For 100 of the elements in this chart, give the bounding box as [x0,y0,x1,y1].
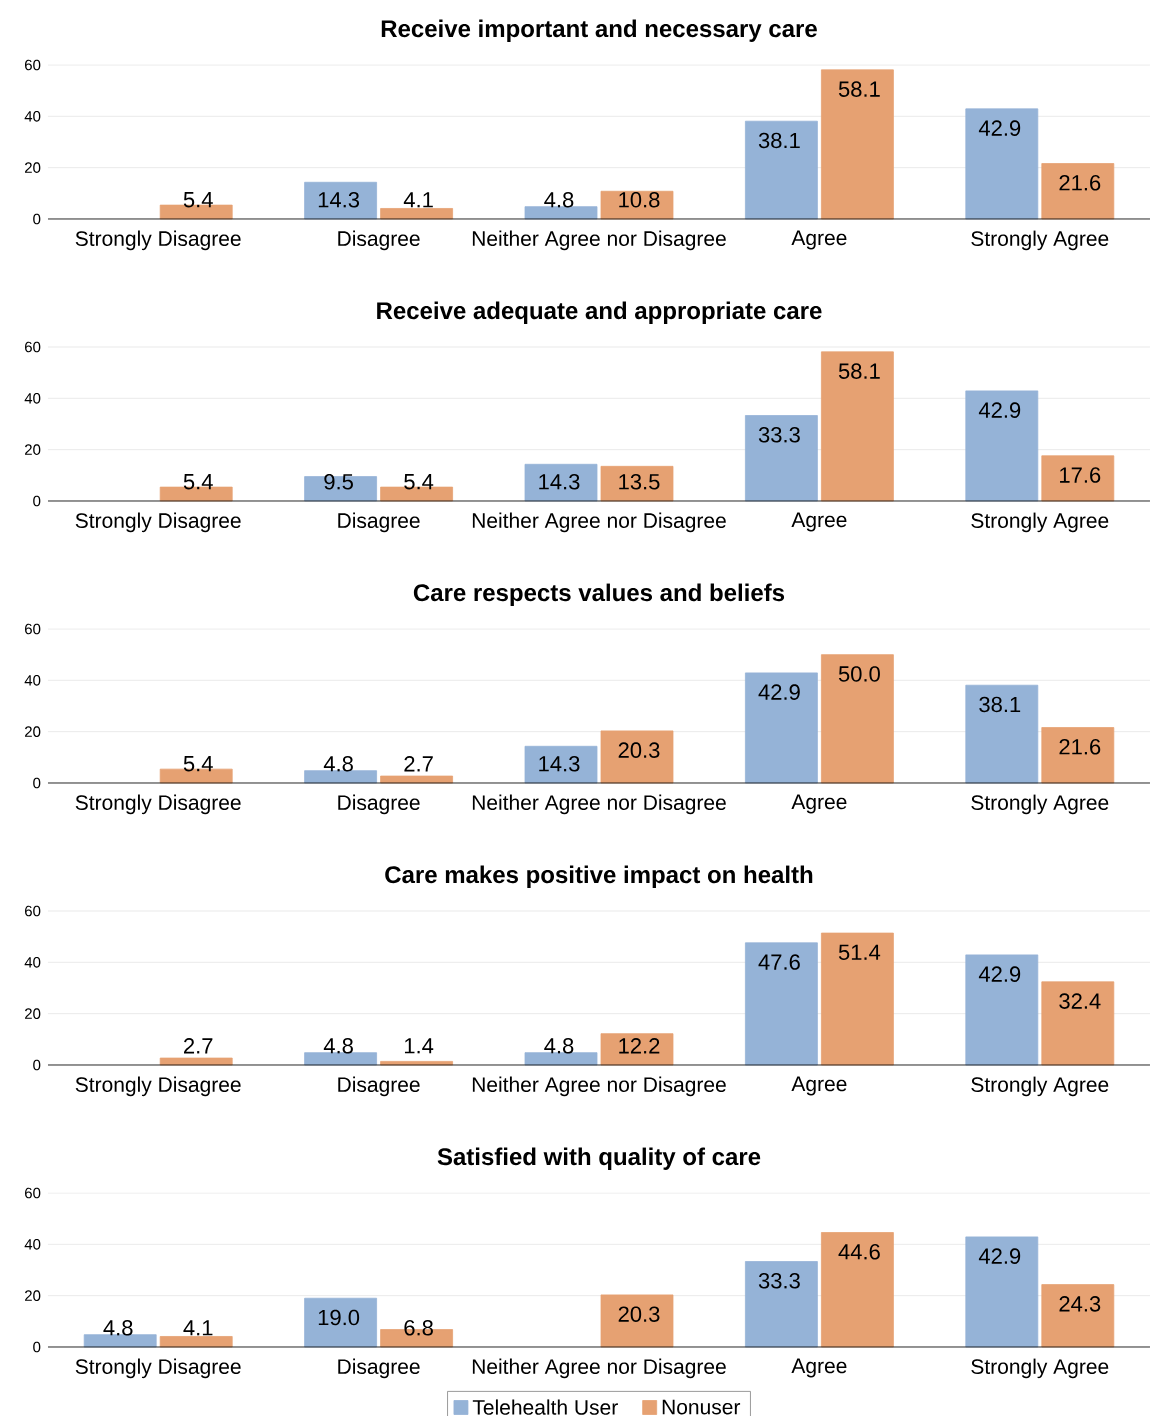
x-tick-label: Neither Agree nor Disagree [472,794,726,815]
data-label: 14.3 [539,473,580,490]
x-tick-label: Agree [791,1076,847,1096]
data-label: 4.1 [403,192,433,208]
data-label: 42.9 [978,402,1021,418]
bar [965,108,1039,220]
bar [304,181,377,220]
data-label: 42.9 [978,966,1021,982]
y-tick-label: 0 [33,777,41,789]
data-label: 20.3 [618,1306,660,1322]
bar [745,1261,818,1348]
x-tick-label: Neither Agree nor Disagree [472,1076,726,1097]
chart-title: Satisfied with quality of care [437,1147,761,1170]
bar [1041,163,1115,220]
x-tick-label: Agree [791,1358,847,1378]
y-tick-label: 60 [25,59,41,71]
data-label: 4.8 [323,755,353,772]
bar [600,465,674,502]
data-label: 4.8 [323,1037,353,1054]
y-tick-label: 0 [33,495,41,507]
bar [821,69,894,220]
data-label: 51.4 [838,944,881,960]
y-tick-label: 40 [24,1239,41,1250]
bar [965,390,1039,502]
bar [304,476,377,502]
bar [524,463,598,502]
bar [600,1033,674,1066]
data-label: 4.1 [183,1320,213,1336]
bar [1041,981,1115,1066]
bar [1041,727,1115,784]
data-label: 4.8 [103,1319,133,1336]
data-label: 42.9 [758,684,800,700]
data-label: 47.6 [758,954,800,970]
data-label: 1.4 [404,1038,434,1054]
data-label: 50.0 [838,666,880,682]
y-tick-label: 60 [25,341,41,353]
x-tick-label: Agree [791,230,847,250]
data-label: 5.4 [183,474,213,490]
bar [821,654,894,784]
data-label: 5.4 [183,756,213,772]
data-label: 2.7 [404,756,433,772]
x-tick-label: Strongly Agree [971,512,1109,533]
data-label: 5.4 [404,474,434,490]
x-tick-label: Strongly Agree [971,1358,1109,1379]
y-tick-label: 0 [33,213,41,225]
x-tick-label: Strongly Disagree [75,1076,241,1097]
data-label: 14.3 [318,191,360,208]
x-tick-label: Strongly Agree [971,1076,1109,1097]
data-label: 19.0 [318,1309,360,1326]
chart-title: Care respects values and beliefs [413,583,785,606]
x-tick-label: Disagree [338,230,420,251]
y-tick-label: 0 [33,1341,41,1353]
y-tick-label: 40 [24,957,41,968]
bar [745,942,818,1066]
data-label: 58.1 [838,363,880,379]
x-tick-label: Neither Agree nor Disagree [472,1358,726,1379]
y-tick-label: 20 [25,726,41,737]
data-label: 12.2 [619,1038,660,1054]
bar [821,351,894,502]
y-tick-label: 0 [33,1059,41,1071]
y-tick-label: 60 [25,905,41,917]
chart-title: Receive important and necessary care [381,19,817,42]
y-tick-label: 60 [25,623,41,635]
x-tick-label: Neither Agree nor Disagree [472,512,726,533]
x-tick-label: Agree [791,512,847,532]
data-label: 14.3 [539,755,580,772]
data-label: 33.3 [758,427,800,443]
x-tick-label: Strongly Disagree [75,794,241,815]
data-label: 21.6 [1059,175,1101,191]
data-label: 44.6 [838,1244,880,1260]
data-label: 2.7 [184,1038,213,1054]
y-tick-label: 20 [25,1290,41,1301]
x-tick-label: Disagree [338,1358,420,1379]
x-tick-label: Disagree [338,512,420,533]
data-label: 38.1 [979,696,1021,713]
bar [821,1232,894,1348]
y-tick-label: 20 [25,444,41,455]
data-label: 38.1 [758,132,800,149]
x-tick-label: Strongly Disagree [75,1358,241,1379]
data-label: 4.8 [544,191,574,208]
data-label: 13.5 [619,473,660,490]
y-tick-label: 20 [25,162,41,173]
data-label: 58.1 [838,81,880,97]
data-label: 42.9 [978,120,1021,136]
bar [524,1052,598,1066]
x-tick-label: Agree [791,794,847,814]
data-label: 4.8 [544,1037,574,1054]
data-label: 24.3 [1059,1296,1101,1312]
chart-title: Care makes positive impact on health [385,865,813,888]
bar [304,770,377,784]
bar [965,954,1039,1066]
bar [965,1236,1039,1348]
bar [304,1052,377,1066]
bar [380,775,453,784]
x-tick-label: Disagree [338,794,420,815]
bar [304,1297,377,1348]
x-tick-label: Strongly Disagree [75,230,241,251]
bar [159,1057,233,1066]
bar [600,1294,674,1348]
chart-title: Receive adequate and appropriate care [377,301,822,324]
